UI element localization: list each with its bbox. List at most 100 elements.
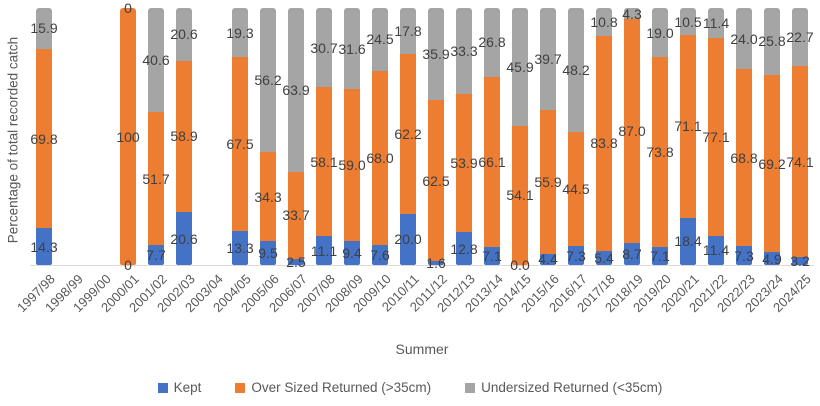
bar-segment-undersized <box>708 8 724 38</box>
data-label-kept: 1.6 <box>426 254 446 271</box>
bar-segment-oversized <box>288 171 304 259</box>
data-label-kept: 9.4 <box>342 244 362 261</box>
data-label-kept: 20.0 <box>394 231 422 248</box>
data-label-oversized: 44.5 <box>562 181 590 198</box>
bar-group: 9.4 59.0 31.6 <box>338 8 366 265</box>
data-label-kept: 11.1 <box>310 242 338 259</box>
data-label-kept: 7.1 <box>482 247 502 264</box>
legend-item-kept: Kept <box>157 381 201 395</box>
stacked-bar <box>316 8 332 265</box>
data-label-undersized: 17.8 <box>394 22 422 39</box>
stacked-bar <box>568 8 584 265</box>
data-label-oversized: 66.1 <box>478 153 506 170</box>
data-label-kept: 7.3 <box>734 247 754 264</box>
bar-segment-oversized <box>316 87 332 237</box>
bar-segment-oversized <box>568 131 584 247</box>
bar-group: 7.3 68.8 24.0 <box>730 8 758 265</box>
bar-segment-undersized <box>36 8 52 49</box>
stacked-bar <box>512 8 528 265</box>
stacked-bar <box>232 8 248 265</box>
bar-segment-oversized <box>652 57 668 247</box>
bar-group: 0.0 54.1 45.9 <box>506 8 534 272</box>
stacked-bar <box>792 8 808 265</box>
data-label-kept: 4.9 <box>762 250 782 267</box>
bar-segment-oversized <box>400 53 416 214</box>
bar-segment-kept <box>400 213 416 265</box>
data-label-oversized: 69.8 <box>30 130 58 147</box>
bar-segment-oversized <box>428 100 444 261</box>
data-label-kept: 18.4 <box>674 233 702 250</box>
data-label-undersized: 30.7 <box>310 39 338 56</box>
bar-segment-oversized <box>148 112 164 246</box>
bar-segment-undersized <box>344 8 360 90</box>
data-label-oversized: 53.9 <box>450 154 478 171</box>
data-label-oversized: 33.7 <box>282 207 310 224</box>
bar-group <box>86 8 114 265</box>
bar-segment-undersized <box>484 8 500 77</box>
bar-group: 7.7 51.7 40.6 <box>142 8 170 265</box>
bar-segment-oversized <box>764 74 780 253</box>
bar-group: 4.4 55.9 39.7 <box>534 8 562 266</box>
stacked-bar <box>456 8 472 265</box>
bar-segment-undersized <box>260 8 276 153</box>
data-label-undersized: 19.0 <box>646 24 674 41</box>
bar-segment-kept <box>652 246 668 265</box>
data-label-oversized: 73.8 <box>646 143 674 160</box>
data-label-kept: 2.5 <box>286 253 306 270</box>
data-label-undersized: 26.8 <box>478 34 506 51</box>
data-label-oversized: 55.9 <box>534 173 562 190</box>
legend-marker-kept <box>157 382 168 393</box>
stacked-bar <box>624 8 640 265</box>
bar-segment-undersized <box>456 8 472 94</box>
bar-segment-kept <box>372 245 388 265</box>
bar-segment-undersized <box>652 8 668 58</box>
bar-segment-kept <box>764 252 780 265</box>
legend-marker-oversized <box>235 382 246 393</box>
stacked-bar <box>652 8 668 265</box>
bar-segment-undersized <box>288 8 304 172</box>
bar-group: 14.3 69.8 15.9 <box>30 8 58 265</box>
bar-segment-oversized <box>736 69 752 247</box>
bar-segment-undersized <box>372 8 388 71</box>
data-label-kept: 7.3 <box>566 247 586 264</box>
stacked-bar <box>428 8 444 265</box>
data-label-undersized: 63.9 <box>282 81 310 98</box>
data-label-kept: 7.6 <box>370 247 390 264</box>
data-label-kept: 12.8 <box>450 240 478 257</box>
data-label-kept: 7.1 <box>650 247 670 264</box>
stacked-bar <box>372 8 388 265</box>
bar-segment-undersized <box>176 8 192 61</box>
stacked-bar <box>260 8 276 265</box>
data-label-oversized: 100 <box>116 128 140 145</box>
x-axis-title: Summer <box>395 341 449 357</box>
data-label-undersized: 4.3 <box>622 5 642 22</box>
bar-segment-undersized <box>596 8 612 36</box>
bar-group: 0 100 0 <box>114 1 142 272</box>
stacked-bar <box>400 8 416 265</box>
data-label-kept: 9.5 <box>258 244 278 261</box>
bar-group: 1.6 62.5 35.9 <box>422 8 450 270</box>
x-axis-labels: 1997/98 1998/99 1999/00 2000/01 2001/02 2002/… <box>14 268 814 328</box>
bar-group: 11.1 58.1 30.7 <box>310 8 338 265</box>
data-label-undersized: 20.6 <box>170 26 198 43</box>
bar-segment-oversized <box>232 57 248 231</box>
bar-segment-oversized <box>484 76 500 247</box>
data-label-oversized: 87.0 <box>618 122 646 139</box>
data-label-undersized: 22.7 <box>786 29 814 46</box>
plot-area: 14.3 69.8 15.9 0 100 0 7.7 51.7 40.6 20.6 58.9 20.6… <box>30 1 814 272</box>
data-label-undersized: 0 <box>124 0 132 16</box>
bar-segment-undersized <box>512 8 528 126</box>
data-label-undersized: 15.9 <box>30 20 58 37</box>
data-label-undersized: 31.6 <box>338 40 366 57</box>
bar-group: 2.5 33.7 63.9 <box>282 8 310 269</box>
data-label-oversized: 74.1 <box>786 153 814 170</box>
data-label-oversized: 59.0 <box>338 157 366 174</box>
bar-segment-undersized <box>232 8 248 58</box>
data-label-undersized: 40.6 <box>142 52 170 69</box>
bar-segment-undersized <box>400 8 416 54</box>
legend-label-undersized: Undersized Returned (<35cm) <box>481 380 663 395</box>
bar-segment-oversized <box>596 35 612 252</box>
bar-segment-kept <box>792 256 808 265</box>
bar-segment-oversized <box>372 70 388 246</box>
